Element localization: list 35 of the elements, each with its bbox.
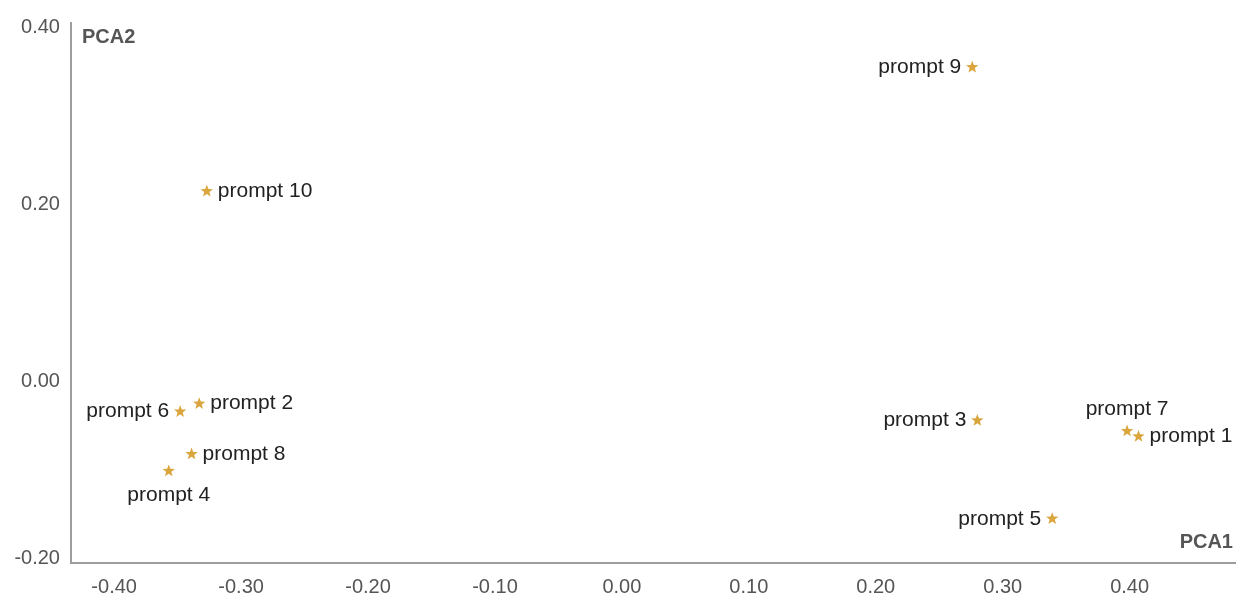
annotation: prompt 7 [1085, 395, 1169, 419]
point [162, 464, 175, 477]
annotation: prompt 3 [883, 407, 967, 431]
annotation: prompt 4 [127, 481, 211, 505]
x-tick-label: 0.10 [729, 574, 769, 597]
x-tick-label: -0.40 [91, 574, 137, 597]
point [173, 405, 187, 417]
annotation: prompt 6 [86, 398, 170, 422]
y-tick-label: 0.40 [21, 14, 60, 37]
x-tick-label: 0.20 [856, 574, 896, 597]
y-axis-title: PCA2 [82, 25, 136, 47]
y-tick-label: 0.20 [21, 191, 60, 214]
x-tick-label: -0.20 [345, 574, 391, 597]
annotation: prompt 10 [217, 177, 313, 201]
annotation: prompt 2 [210, 390, 294, 414]
annotation: prompt 1 [1149, 423, 1233, 447]
point [1046, 512, 1059, 524]
point [193, 397, 206, 409]
x-tick-label: -0.10 [472, 574, 518, 597]
annotation: prompt 9 [878, 54, 962, 78]
x-tick-label: 0.30 [983, 574, 1023, 597]
point [1120, 424, 1134, 437]
x-tick-label: -0.30 [218, 574, 264, 597]
point [1132, 429, 1145, 442]
annotation: prompt 8 [202, 440, 286, 464]
x-tick-label: 0.00 [602, 574, 642, 597]
x-tick-label: 0.40 [1110, 574, 1150, 597]
point [966, 60, 979, 73]
x-axis-title: PCA1 [1179, 530, 1233, 552]
point [185, 447, 198, 460]
annotation: prompt 5 [958, 505, 1042, 529]
y-tick-label: 0.00 [21, 369, 60, 392]
point [971, 413, 984, 426]
point [200, 184, 213, 197]
y-tick-label: -0.20 [14, 546, 60, 569]
